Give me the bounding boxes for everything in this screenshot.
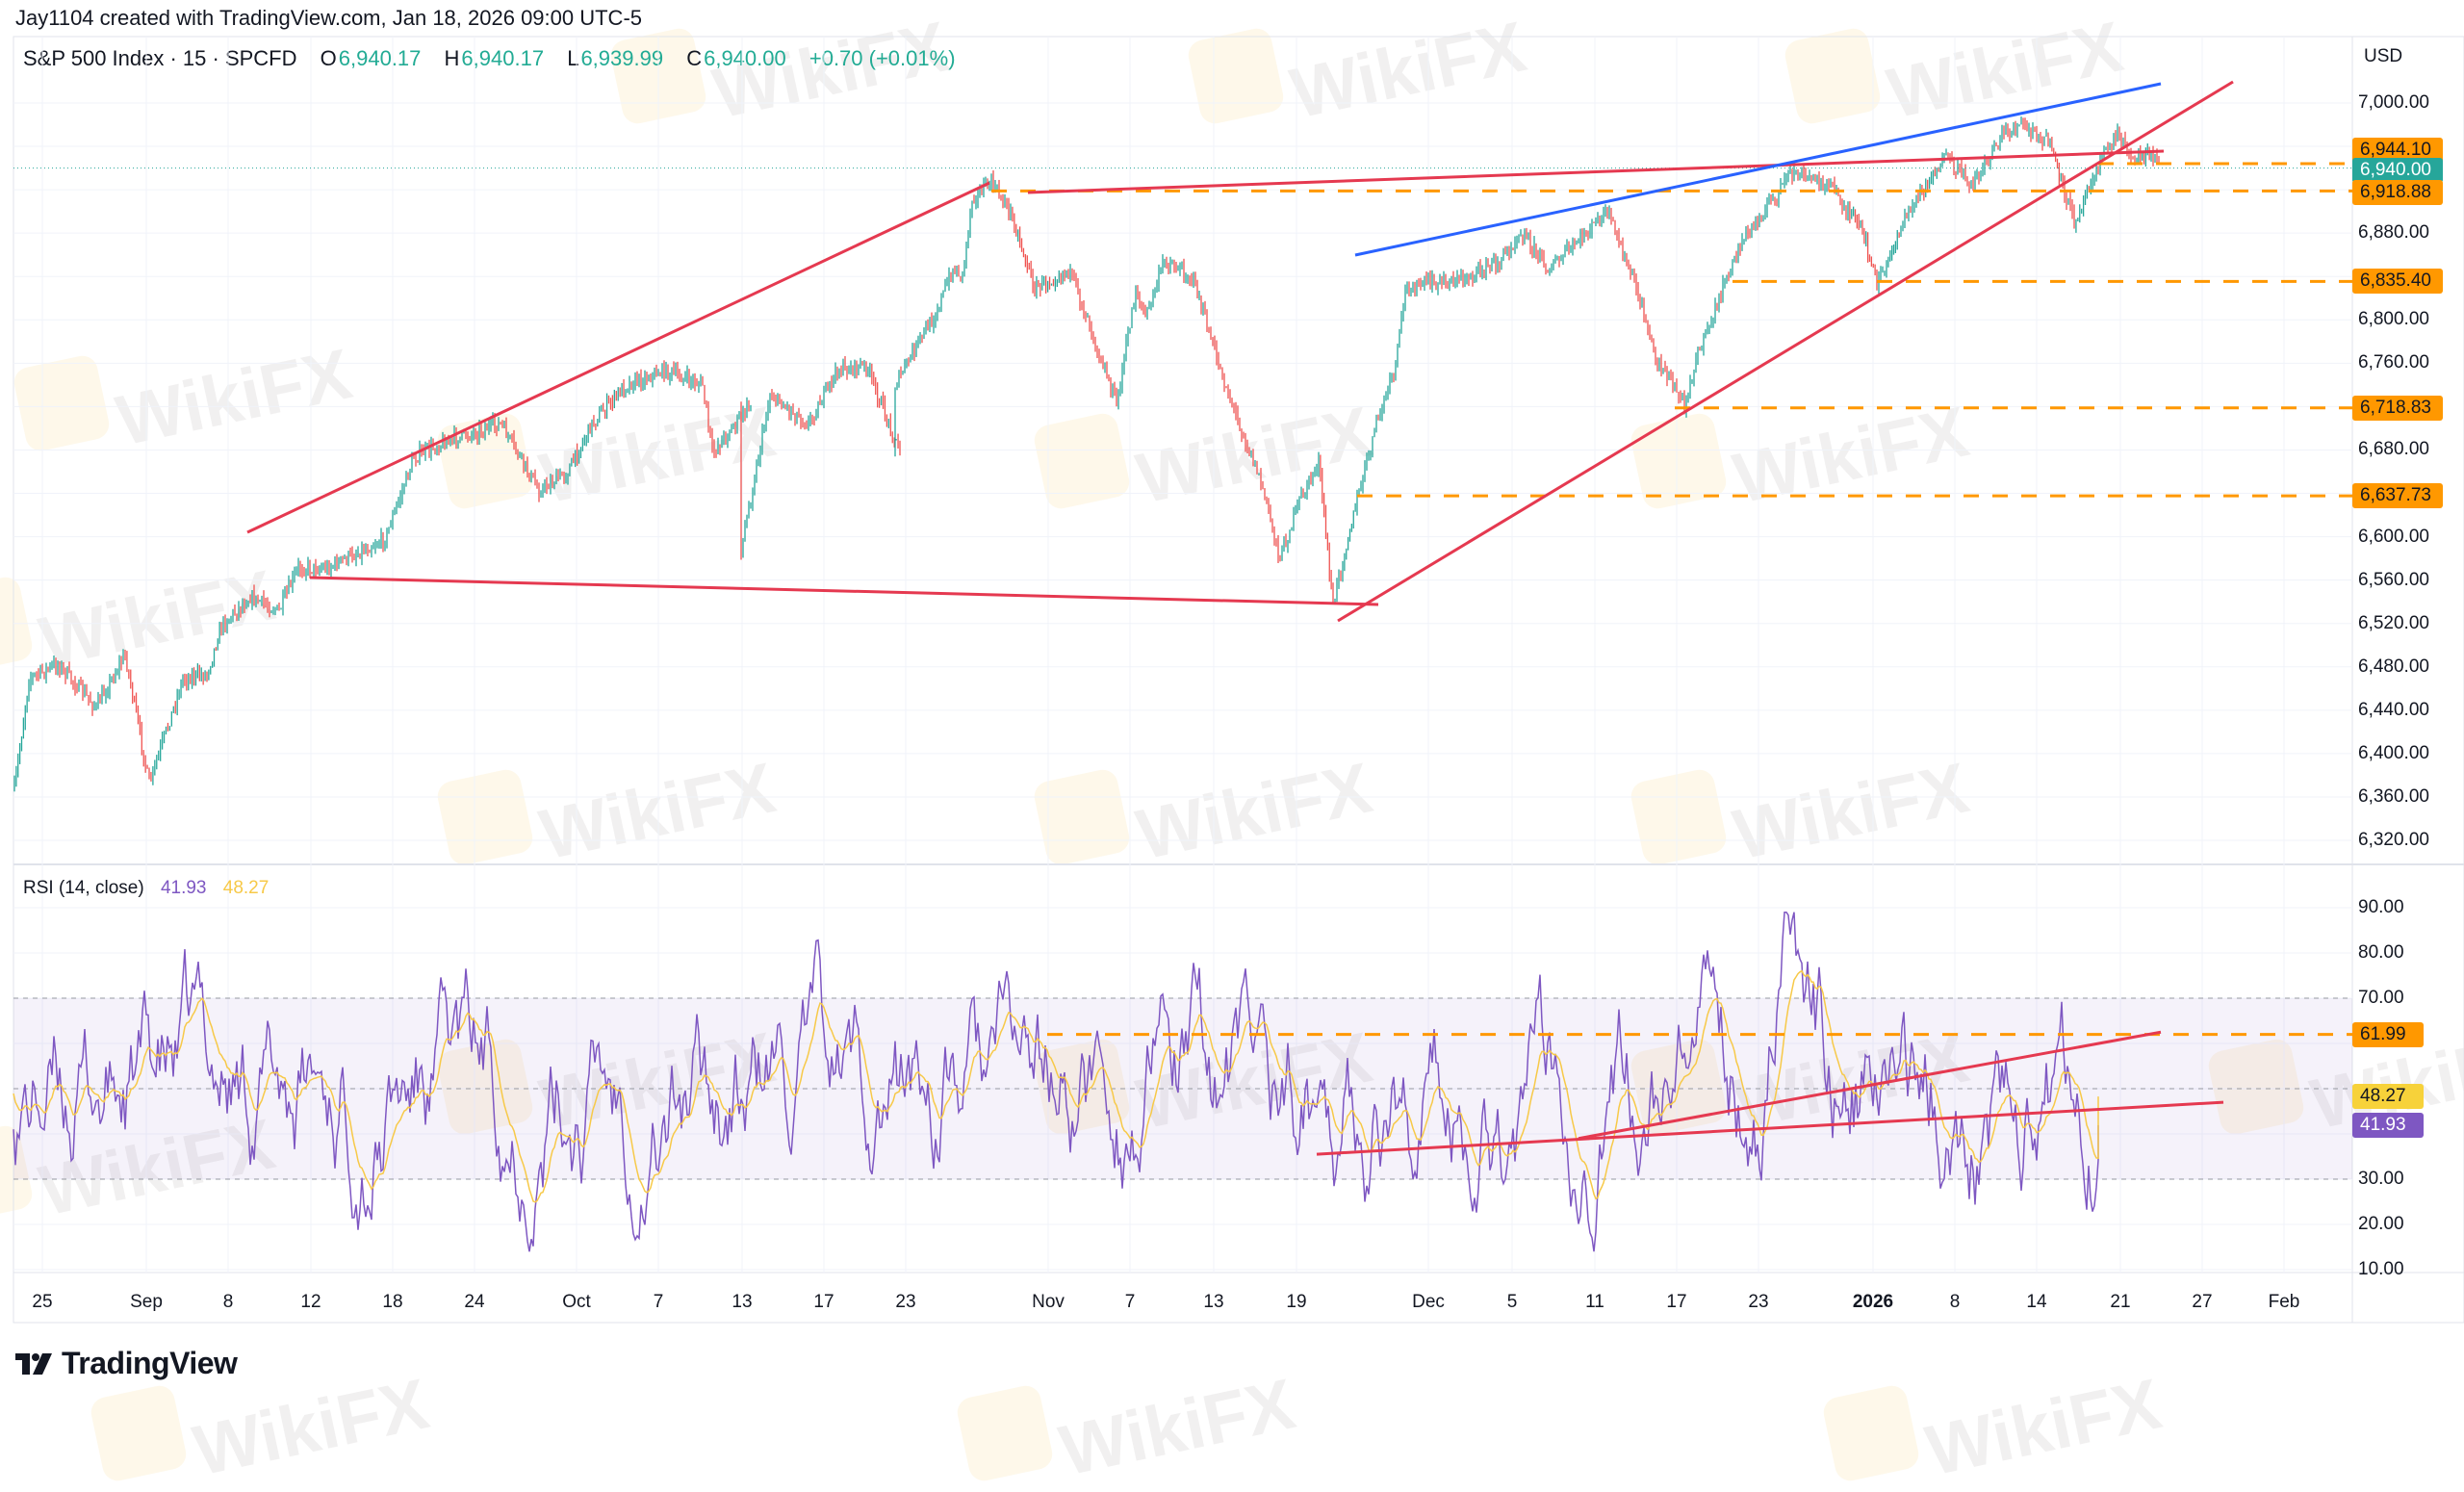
time-tick: 8 bbox=[1949, 1292, 1961, 1312]
rsi-tick: 10.00 bbox=[2358, 1259, 2404, 1279]
rsi-tick: 70.00 bbox=[2358, 988, 2404, 1008]
level-price-badge: 6,637.73 bbox=[2352, 483, 2443, 509]
chart-canvas[interactable] bbox=[0, 0, 2464, 1403]
level-price-badge: 6,835.40 bbox=[2352, 269, 2443, 295]
chart-frame bbox=[13, 36, 2464, 1324]
price-tick: 6,760.00 bbox=[2358, 352, 2429, 373]
time-tick: 2026 bbox=[1852, 1292, 1894, 1312]
time-tick: 18 bbox=[382, 1292, 403, 1312]
high-value: 6,940.17 bbox=[461, 46, 545, 70]
time-tick: Oct bbox=[562, 1292, 591, 1312]
time-tick: 7 bbox=[1124, 1292, 1136, 1312]
time-tick: 23 bbox=[1748, 1292, 1769, 1312]
open-value: 6,940.17 bbox=[338, 46, 422, 70]
time-tick: 27 bbox=[2192, 1292, 2213, 1312]
symbol-name[interactable]: S&P 500 Index · 15 · SPCFD bbox=[23, 46, 297, 70]
time-tick: 17 bbox=[1666, 1292, 1687, 1312]
time-tick: 24 bbox=[464, 1292, 485, 1312]
time-tick: 13 bbox=[1203, 1292, 1224, 1312]
price-tick: 6,560.00 bbox=[2358, 569, 2429, 590]
level-price-badge: 6,918.88 bbox=[2352, 180, 2443, 206]
time-tick: Nov bbox=[1032, 1292, 1065, 1312]
chart-attribution: Jay1104 created with TradingView.com, Ja… bbox=[15, 6, 643, 30]
price-tick: 6,800.00 bbox=[2358, 309, 2429, 330]
open-label: O bbox=[320, 46, 337, 70]
price-tick: 7,000.00 bbox=[2358, 92, 2429, 113]
symbol-legend: S&P 500 Index · 15 · SPCFD O6,940.17 H6,… bbox=[23, 46, 958, 71]
rsi-line bbox=[13, 911, 2099, 1252]
rsi-value-badge: 48.27 bbox=[2352, 1084, 2424, 1110]
level-price-badge: 6,718.83 bbox=[2352, 395, 2443, 421]
rsi-tick: 30.00 bbox=[2358, 1169, 2404, 1189]
low-value: 6,939.99 bbox=[580, 46, 664, 70]
tradingview-logo-text: TradingView bbox=[62, 1346, 238, 1380]
price-tick: 6,440.00 bbox=[2358, 699, 2429, 720]
time-tick: 13 bbox=[732, 1292, 753, 1312]
trendline bbox=[246, 181, 990, 534]
tradingview-logo: TradingView bbox=[15, 1346, 238, 1381]
high-label: H bbox=[444, 46, 460, 70]
close-value: 6,940.00 bbox=[704, 46, 786, 70]
rsi-value-badge: 61.99 bbox=[2352, 1021, 2424, 1047]
time-tick: 19 bbox=[1286, 1292, 1307, 1312]
time-tick: 25 bbox=[32, 1292, 53, 1312]
time-tick: 23 bbox=[895, 1292, 916, 1312]
time-tick: 14 bbox=[2026, 1292, 2047, 1312]
trendline bbox=[309, 576, 1379, 606]
time-tick: 7 bbox=[653, 1292, 664, 1312]
price-tick: 6,680.00 bbox=[2358, 439, 2429, 460]
time-tick: 11 bbox=[1585, 1292, 1604, 1312]
time-tick: 21 bbox=[2110, 1292, 2131, 1312]
rsi-value-badge: 41.93 bbox=[2352, 1112, 2424, 1138]
change-value: +0.70 (+0.01%) bbox=[808, 46, 956, 70]
time-tick: 5 bbox=[1506, 1292, 1518, 1312]
time-tick: Dec bbox=[1412, 1292, 1445, 1312]
trendline bbox=[1027, 149, 2165, 194]
rsi-legend: RSI (14, close) 41.93 48.27 bbox=[23, 878, 269, 899]
trendline bbox=[1337, 80, 2234, 623]
rsi-title[interactable]: RSI (14, close) bbox=[23, 878, 144, 898]
time-tick: 17 bbox=[813, 1292, 834, 1312]
rsi-trendline bbox=[1578, 1030, 2162, 1141]
close-label: C bbox=[686, 46, 703, 70]
price-candles bbox=[13, 116, 2160, 792]
rsi-tick: 90.00 bbox=[2358, 897, 2404, 917]
grid-lines bbox=[13, 37, 2352, 1273]
trendline bbox=[1354, 82, 2162, 257]
price-tick: 6,600.00 bbox=[2358, 526, 2429, 547]
rsi-trendline bbox=[1316, 1100, 2224, 1156]
rsi-tick: 20.00 bbox=[2358, 1214, 2404, 1234]
low-label: L bbox=[567, 46, 579, 70]
last-price-badge: 6,940.00 bbox=[2352, 157, 2443, 183]
price-tick: 6,400.00 bbox=[2358, 742, 2429, 763]
tradingview-logo-icon bbox=[15, 1352, 52, 1375]
price-tick: 6,520.00 bbox=[2358, 612, 2429, 633]
currency-label[interactable]: USD bbox=[2364, 46, 2403, 66]
rsi-tick: 80.00 bbox=[2358, 942, 2404, 963]
time-tick: Sep bbox=[130, 1292, 163, 1312]
rsi-ma-line bbox=[13, 969, 2099, 1203]
time-tick: 12 bbox=[300, 1292, 321, 1312]
time-tick: Feb bbox=[2268, 1292, 2300, 1312]
price-tick: 6,880.00 bbox=[2358, 222, 2429, 244]
price-tick: 6,480.00 bbox=[2358, 656, 2429, 677]
rsi-ma-value: 48.27 bbox=[222, 878, 270, 898]
rsi-value: 41.93 bbox=[160, 878, 207, 898]
price-tick: 6,360.00 bbox=[2358, 785, 2429, 807]
price-tick: 6,320.00 bbox=[2358, 830, 2429, 851]
time-tick: 8 bbox=[222, 1292, 234, 1312]
